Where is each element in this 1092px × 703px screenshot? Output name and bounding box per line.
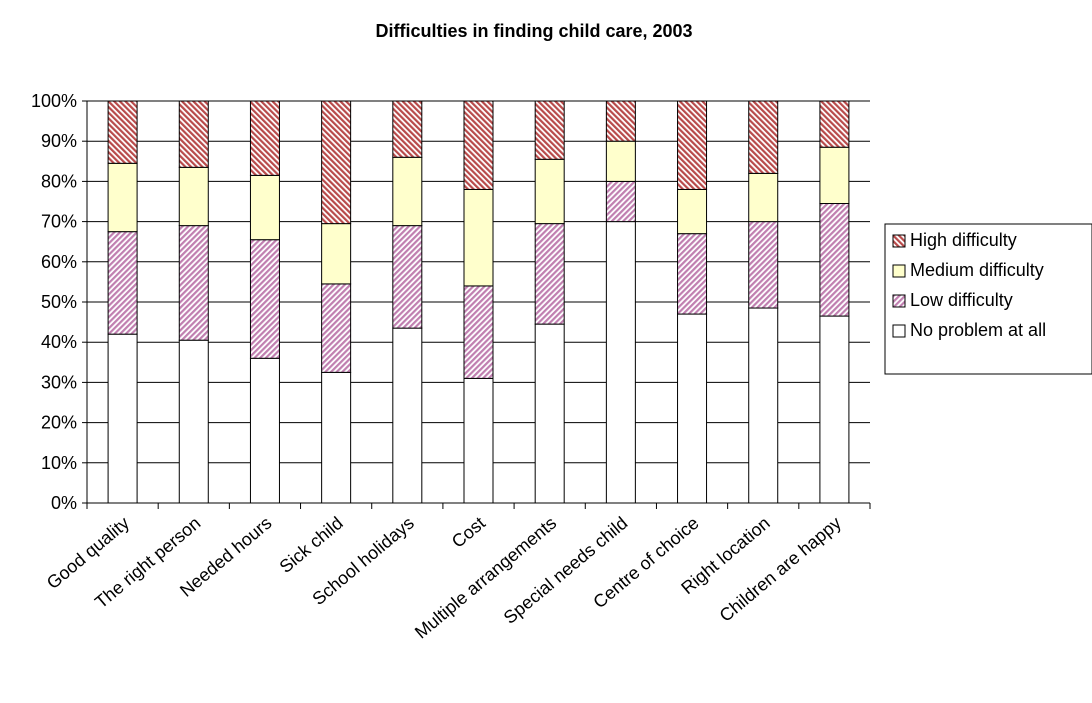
legend-label: Low difficulty	[910, 290, 1013, 310]
bar-segment	[107, 100, 138, 164]
bar-segment	[819, 100, 850, 148]
bar-segment	[178, 100, 209, 168]
y-tick-label: 20%	[41, 413, 77, 433]
y-tick-label: 90%	[41, 131, 77, 151]
bar-segment	[819, 315, 850, 504]
legend-box	[884, 223, 1092, 375]
bar-segment	[748, 172, 779, 223]
legend-swatch	[892, 264, 906, 278]
bar-segment	[321, 283, 352, 373]
y-tick-label: 70%	[41, 212, 77, 232]
bar-segment	[178, 339, 209, 504]
x-tick-label: Sick child	[276, 513, 347, 577]
bar-segment	[249, 357, 280, 504]
bar-segment	[178, 225, 209, 341]
bar-segment	[107, 333, 138, 504]
bar-segment	[321, 223, 352, 285]
bar-segment	[249, 100, 280, 176]
legend-label: No problem at all	[910, 320, 1046, 340]
bar-segment	[249, 174, 280, 241]
bar-segment	[605, 140, 636, 182]
bar-segment	[677, 100, 708, 190]
x-tick-label: Multiple arrangements	[411, 513, 560, 643]
bar-segment	[819, 203, 850, 317]
bars	[107, 100, 850, 504]
bar-segment	[677, 233, 708, 315]
bar-segment	[819, 146, 850, 205]
y-tick-label: 60%	[41, 252, 77, 272]
bar-segment	[605, 100, 636, 142]
bar-segment	[463, 100, 494, 190]
bar-segment	[392, 100, 423, 158]
bar-segment	[605, 180, 636, 223]
legend-label: Medium difficulty	[910, 260, 1044, 280]
bar-segment	[392, 327, 423, 504]
bar-segment	[748, 100, 779, 174]
x-tick-label: Cost	[448, 513, 489, 552]
legend-label: High difficulty	[910, 230, 1017, 250]
legend-swatch	[892, 234, 906, 248]
bar-segment	[463, 188, 494, 287]
bar-segment	[249, 239, 280, 359]
bar-segment	[178, 166, 209, 227]
bar-segment	[677, 313, 708, 504]
chart-title: Difficulties in finding child care, 2003	[375, 21, 692, 41]
bar-segment	[534, 223, 565, 325]
legend: High difficulty Medium difficulty Low diff…	[884, 223, 1092, 375]
bar-segment	[321, 371, 352, 504]
y-tick-label: 10%	[41, 453, 77, 473]
bar-segment	[748, 221, 779, 309]
bar-segment	[534, 158, 565, 225]
bar-segment	[677, 188, 708, 235]
y-tick-label: 40%	[41, 332, 77, 352]
x-tick-label: Children are happy	[716, 513, 845, 626]
bar-segment	[605, 221, 636, 504]
y-tick-label: 50%	[41, 292, 77, 312]
bar-segment	[392, 156, 423, 227]
x-tick-label: Special needs child	[500, 513, 632, 628]
bar-segment	[463, 377, 494, 504]
legend-swatch	[892, 294, 906, 308]
bar-segment	[107, 162, 138, 233]
y-tick-label: 30%	[41, 372, 77, 392]
bar-segment	[748, 307, 779, 504]
y-tick-label: 0%	[51, 493, 77, 513]
bar-segment	[321, 100, 352, 225]
y-tick-label: 80%	[41, 171, 77, 191]
y-tick-label: 100%	[31, 91, 77, 111]
legend-swatch	[892, 324, 906, 338]
bar-segment	[107, 231, 138, 335]
bar-segment	[392, 225, 423, 329]
bar-segment	[534, 100, 565, 160]
bar-segment	[534, 323, 565, 504]
bar-segment	[463, 285, 494, 379]
